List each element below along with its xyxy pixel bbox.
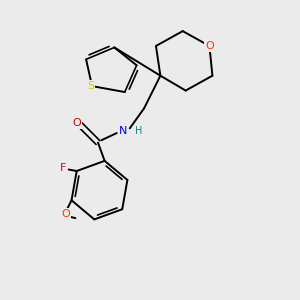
Text: H: H — [135, 126, 142, 136]
Text: F: F — [60, 163, 67, 173]
Text: N: N — [119, 126, 128, 136]
Text: O: O — [72, 118, 81, 128]
Text: O: O — [205, 41, 214, 51]
Text: S: S — [87, 81, 94, 91]
Text: O: O — [61, 209, 70, 219]
